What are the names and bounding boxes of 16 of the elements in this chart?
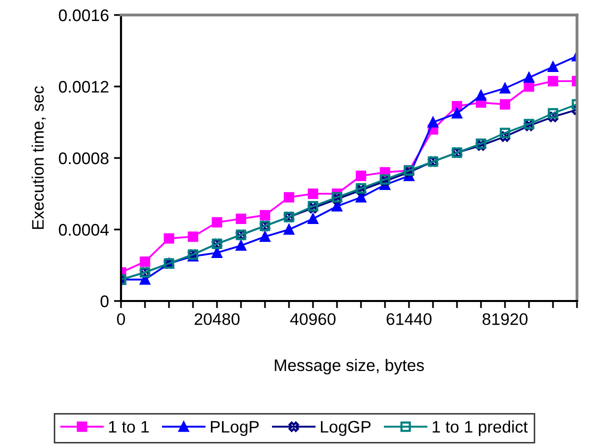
x-tick-label: 40960	[290, 313, 336, 326]
x-tick-label: 81920	[482, 313, 528, 326]
x-tick-label: 20480	[194, 313, 240, 326]
y-tick-label: 0.0008	[58, 152, 108, 164]
y-tick-label: 0.0012	[58, 80, 108, 93]
legend-label: PLogP	[210, 421, 259, 436]
x-tick-label: 61440	[386, 313, 432, 326]
y-axis-title: Execution time, sec	[32, 86, 46, 229]
x-axis-title: Message size, bytes	[274, 358, 424, 374]
y-tick-label: 0.0016	[58, 9, 108, 22]
x-tick-label: 0	[117, 313, 125, 326]
legend-label: LogGP	[320, 420, 371, 436]
legend-label: 1 to 1	[109, 421, 149, 433]
legend-label: 1 to 1 predict	[432, 420, 528, 436]
y-tick-label: 0.0004	[58, 224, 109, 236]
y-tick-label: 0	[100, 295, 109, 308]
